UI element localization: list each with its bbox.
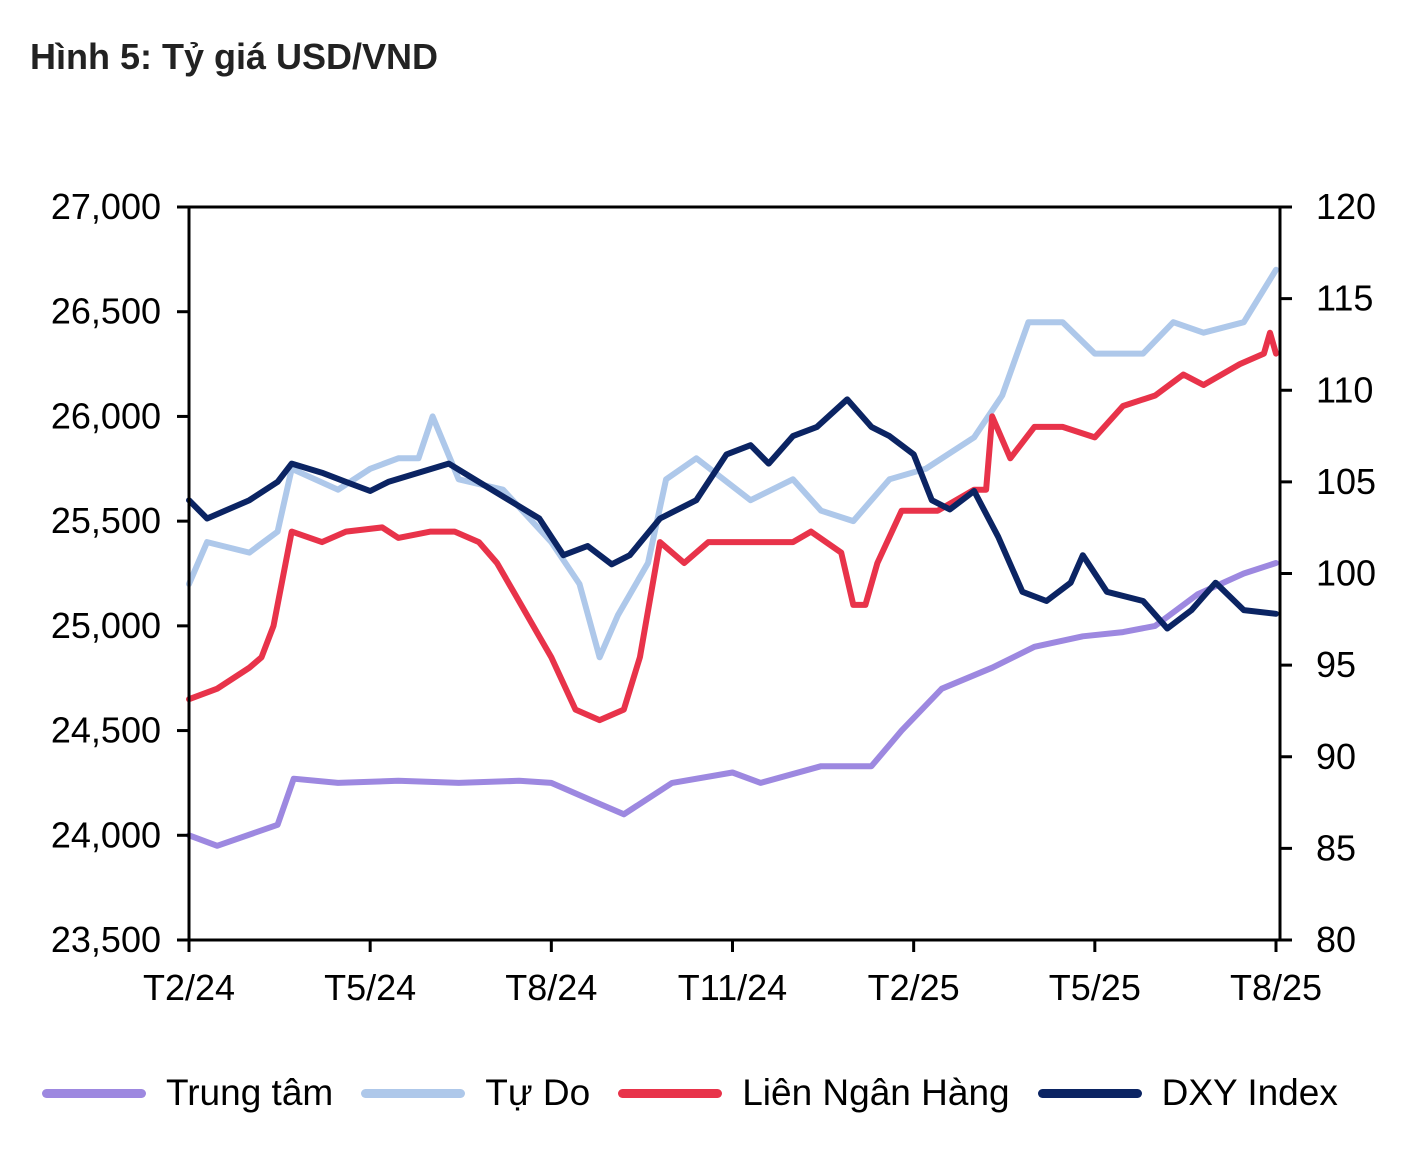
y-left-tick-label: 25,500 — [51, 500, 161, 541]
series-line-dxy-index — [186, 396, 1279, 632]
legend-label: Tự Do — [485, 1072, 591, 1113]
series-line-trung-tâm — [186, 560, 1279, 849]
x-tick-label: T2/25 — [868, 967, 960, 1008]
series-line-tự-do — [186, 266, 1279, 661]
legend-item: Liên Ngân Hàng — [618, 1072, 1010, 1114]
y-left-tick-label: 26,000 — [51, 395, 161, 436]
legend-item: DXY Index — [1037, 1072, 1338, 1114]
legend-item: Tự Do — [361, 1072, 590, 1114]
y-left-tick-label: 26,500 — [51, 291, 161, 332]
legend-label: Trung tâm — [166, 1072, 334, 1113]
y-left-tick-label: 23,500 — [51, 919, 161, 960]
legend-swatch — [618, 1088, 723, 1098]
x-tick-label: T8/24 — [505, 967, 597, 1008]
legend-swatch — [1037, 1088, 1142, 1098]
legend-label: Liên Ngân Hàng — [742, 1072, 1010, 1113]
y-left-tick-label: 24,000 — [51, 814, 161, 855]
plot-frame — [187, 205, 1282, 942]
y-right-tick-label: 90 — [1316, 736, 1356, 777]
legend: Trung tâm Tự Do Liên Ngân Hàng DXY Index — [42, 1072, 1366, 1114]
legend-swatch — [42, 1088, 146, 1098]
x-tick-label: T5/25 — [1049, 967, 1141, 1008]
legend-swatch — [361, 1088, 466, 1098]
chart-title: Hình 5: Tỷ giá USD/VND — [30, 36, 439, 77]
y-right-tick-label: 100 — [1316, 553, 1376, 594]
y-left-tick-label: 27,000 — [51, 186, 161, 227]
y-right-tick-label: 95 — [1316, 644, 1356, 685]
series-line-liên-ngân-hàng — [186, 329, 1279, 724]
y-left-tick-label: 25,000 — [51, 605, 161, 646]
x-tick-label: T11/24 — [678, 967, 787, 1008]
y-right-tick-label: 85 — [1316, 827, 1356, 868]
y-right-tick-label: 110 — [1316, 369, 1373, 410]
x-tick-label: T2/24 — [143, 967, 235, 1008]
y-right-tick-label: 115 — [1316, 278, 1373, 319]
y-right-tick-label: 105 — [1316, 461, 1376, 502]
legend-item: Trung tâm — [42, 1072, 333, 1114]
y-right-tick-label: 120 — [1316, 186, 1376, 227]
legend-label: DXY Index — [1161, 1072, 1338, 1113]
y-right-tick-label: 80 — [1316, 919, 1356, 960]
x-tick-label: T5/24 — [324, 967, 416, 1008]
x-tick-label: T8/25 — [1230, 967, 1322, 1008]
y-left-tick-label: 24,500 — [51, 710, 161, 751]
